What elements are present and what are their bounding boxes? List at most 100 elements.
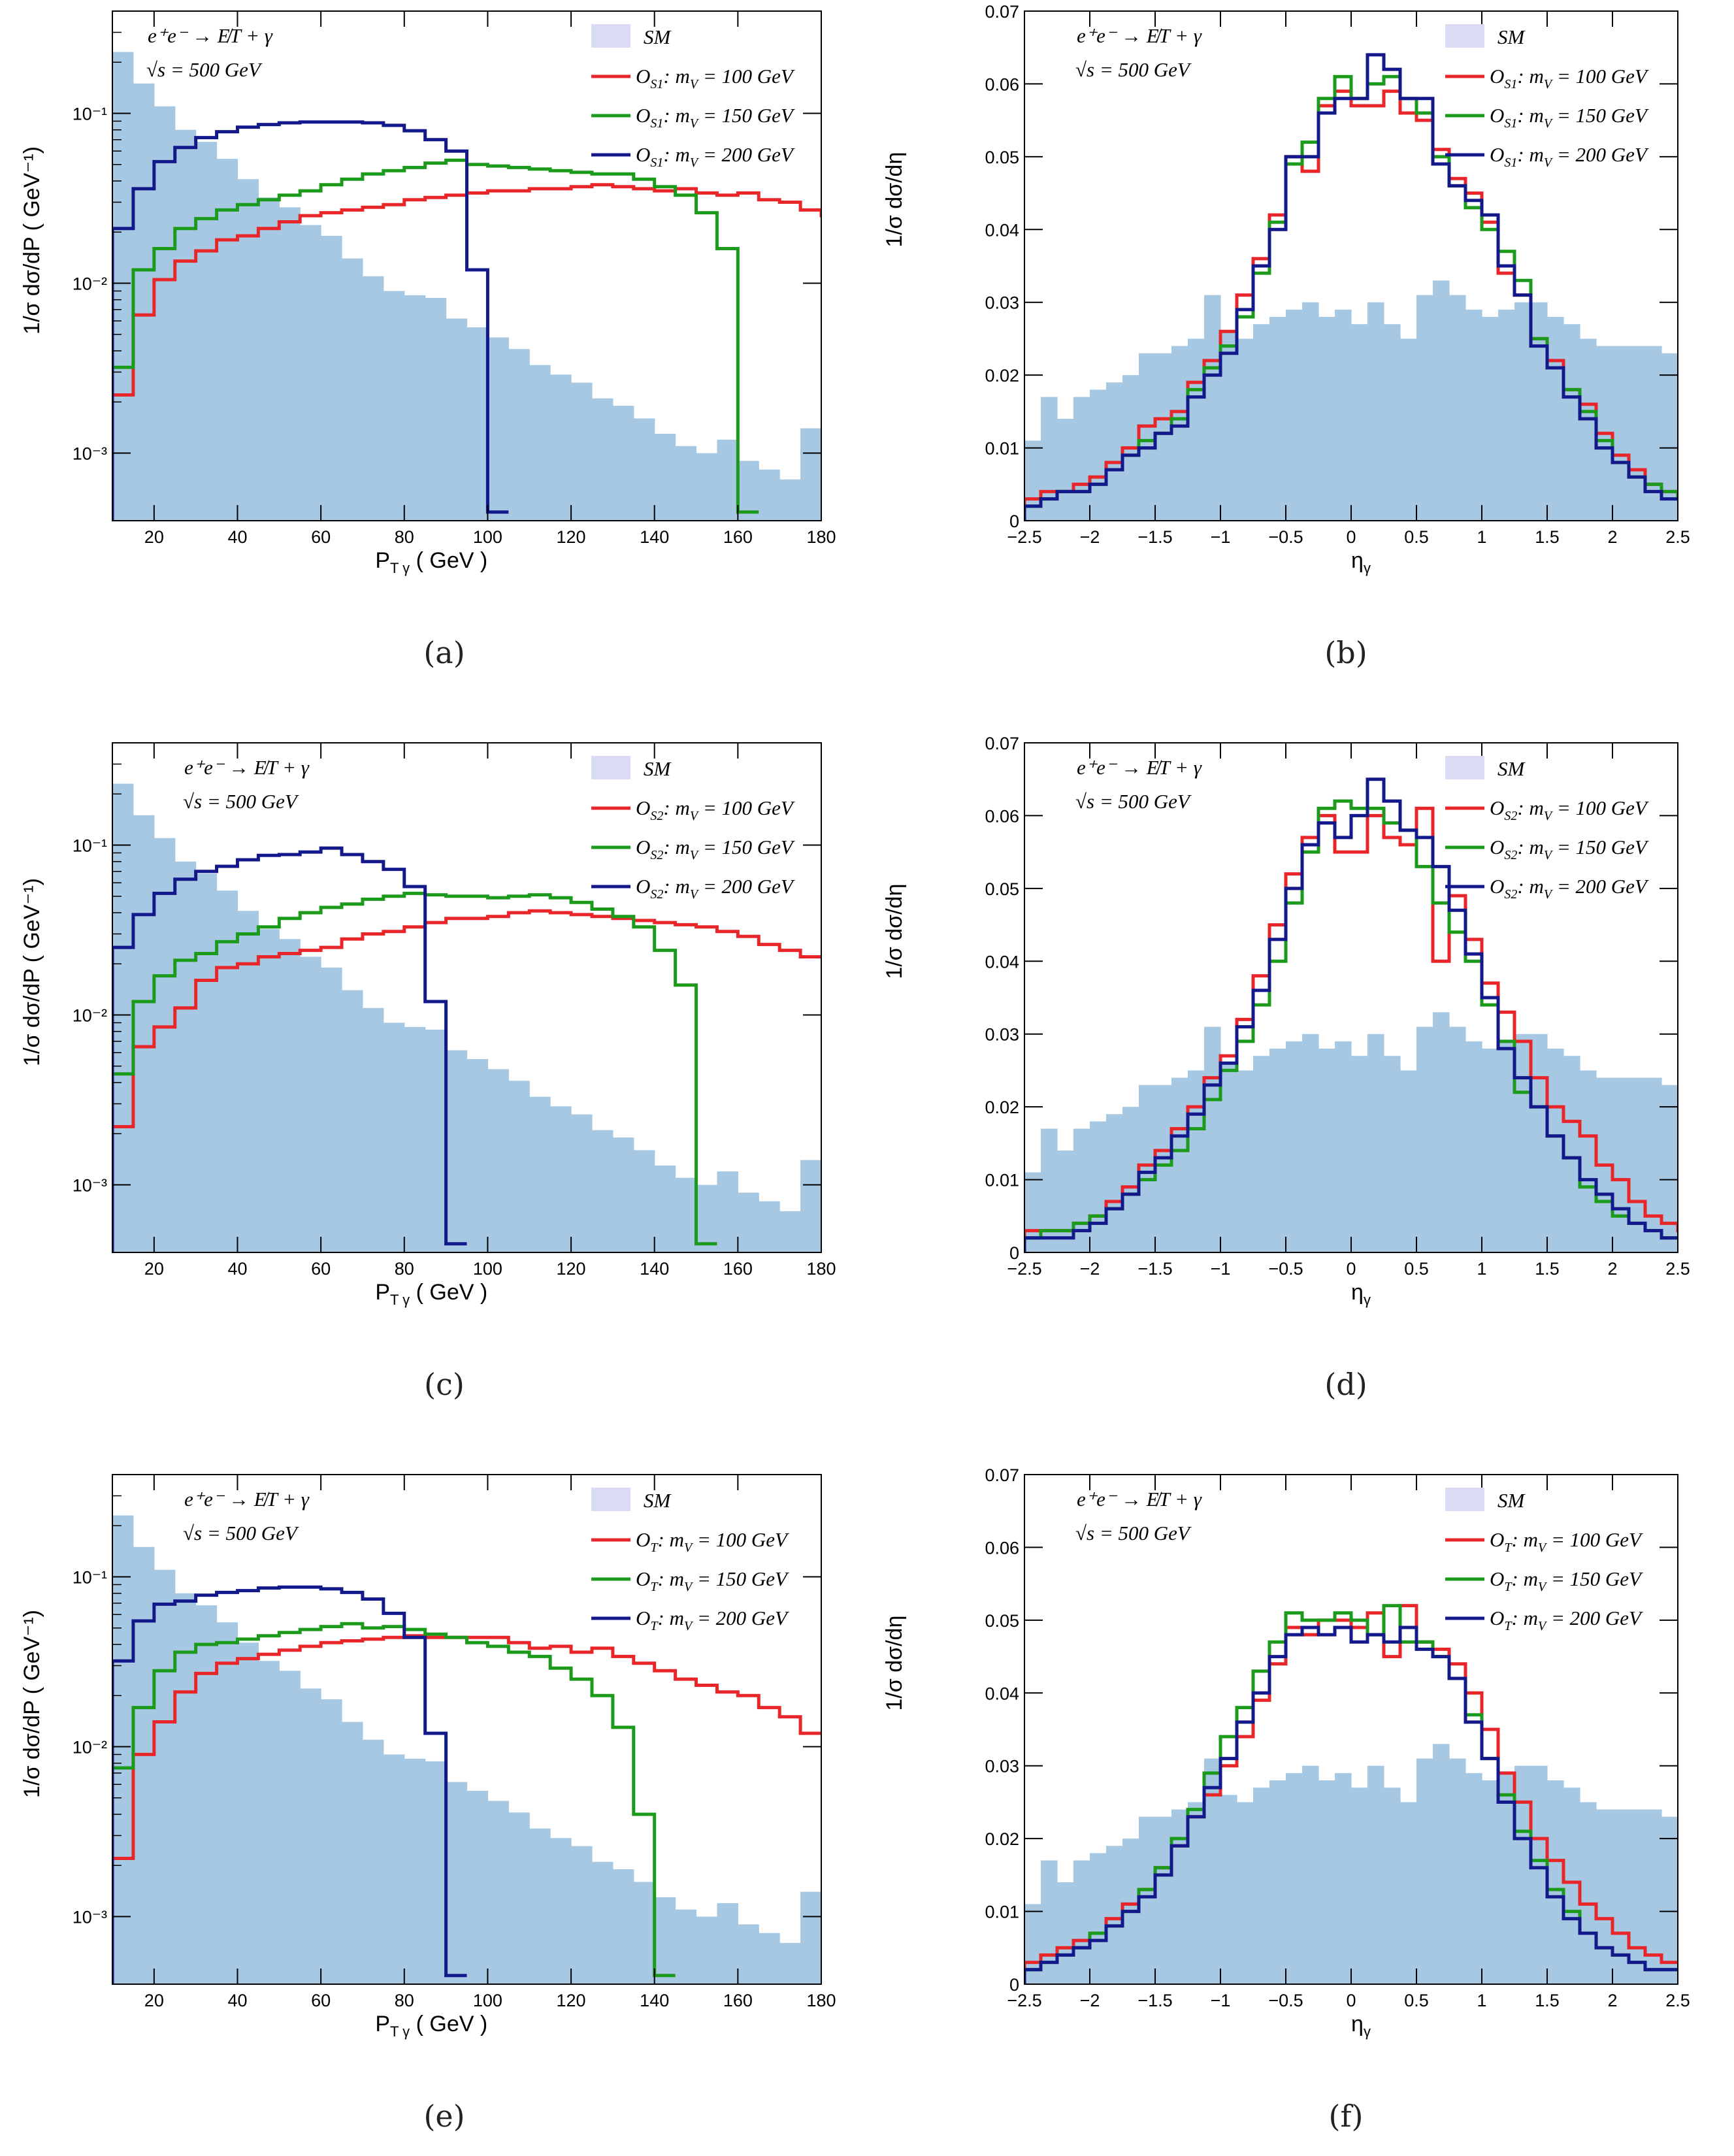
sm-bar [1710,389,1712,521]
sm-bar [1286,309,1303,521]
sm-bar [1482,1780,1499,1984]
sm-bar [1465,1041,1482,1252]
chart-svg-c: 20 40 60 80 100 120 140 160 180 10⁻³ 10⁻² 10⁻¹ PT γ … [20,742,836,1308]
y-tick-label: 10⁻³ [73,1176,107,1196]
sm-bar [487,337,509,521]
sm-bar [300,225,321,521]
energy-label: √s = 500 GeV [183,1522,299,1544]
sm-bar [195,1605,218,1984]
sm-bar [1514,1765,1531,1984]
sm-bar [300,1688,321,1984]
legend-label-green: OS2: mV = 150 GeV [636,836,795,862]
sm-bar [1661,353,1678,521]
sm-bar [1090,1121,1107,1252]
series-line-blue [112,1585,467,1984]
sm-bar [258,1661,280,1984]
y-tick-label: 0.03 [985,1757,1019,1776]
y-tick-label: 10⁻¹ [73,1568,107,1588]
sm-bar [1433,1744,1450,1984]
sm-bar [612,1869,634,1984]
x-tick-label: 100 [473,1991,502,2010]
sm-bar [529,1096,551,1252]
x-tick-label: 0.5 [1404,1259,1429,1279]
sm-bar [654,1165,676,1252]
x-tick-label: −1.5 [1137,1991,1172,2010]
sm-bar [1400,338,1417,521]
y-tick-label: 0.06 [985,1538,1019,1558]
sm-bar [1629,346,1646,521]
x-tick-label: 2.5 [1665,527,1690,547]
sm-bar [1482,1049,1499,1252]
x-tick-label: 0 [1346,1991,1356,2010]
series-line-red [112,909,821,1252]
sm-bar [112,1515,134,1984]
x-tick-label: 80 [395,1991,414,2010]
sm-bar [383,1754,405,1984]
sm-bar [1253,324,1270,521]
sm-bar [1269,1049,1286,1252]
x-tick-label: 160 [723,1991,753,2010]
x-tick-label: 2 [1607,527,1617,547]
x-tick-label: −2 [1080,527,1100,547]
sm-bar [1024,1904,1041,1984]
sm-bar [633,418,655,521]
sm-bar [446,318,468,521]
y-axis-title: 1/σ dσ/dη [882,152,907,248]
sm-bar [1694,375,1711,521]
legend-label-blue: OS2: mV = 200 GeV [1490,875,1649,902]
x-tick-label: 40 [227,527,247,547]
sm-bar [1024,440,1041,521]
sm-bar [696,453,718,521]
sm-bar [1237,1070,1254,1252]
sm-bar [1269,1780,1286,1984]
sm-bar [1612,1809,1629,1984]
legend-label-blue: OS2: mV = 200 GeV [636,875,795,902]
sm-bar [1580,1802,1597,1984]
sm-bar [446,1050,468,1252]
chart-svg-f: −2.5 −2 −1.5 −1 −0.5 0 0.5 1 1.5 2 2.5 0 0.01 0.02 0.0… [882,1465,1711,2040]
y-tick-label: 0.06 [985,806,1019,826]
x-tick-label: 0.5 [1404,527,1429,547]
sm-bar [1106,1846,1123,1984]
sm-bar [1465,1772,1482,1984]
x-axis-title: PT γ ( GeV ) [375,1280,487,1308]
sm-bar [633,1882,655,1984]
energy-label: √s = 500 GeV [1075,1522,1192,1544]
sm-bar [487,1801,509,1984]
x-tick-label: 2 [1607,1259,1617,1279]
sm-bar [154,106,176,521]
x-tick-label: 160 [723,527,753,547]
sm-bar [571,382,593,521]
sm-bar [216,1622,238,1984]
y-tick-label: 10⁻¹ [73,105,107,124]
sm-bar [759,1201,780,1252]
legend-sm-swatch [1445,1488,1484,1511]
sm-bar [1073,1860,1090,1984]
legend-label-green: OS2: mV = 150 GeV [1490,836,1649,862]
y-tick-label: 0.05 [985,1611,1019,1631]
sm-bar [216,159,238,521]
y-tick-label: 0.05 [985,148,1019,167]
legend-sm-label: SM [644,757,672,780]
x-tick-label: 180 [806,1991,836,2010]
sm-bar [1531,302,1548,521]
sm-bar [1580,1070,1597,1252]
y-tick-label: 10⁻² [73,1738,107,1757]
sm-bar [466,1791,489,1984]
sm-bar [800,1160,821,1252]
x-tick-label: 1.5 [1535,1259,1560,1279]
sm-bar [654,1897,676,1984]
sm-bar [1090,1853,1107,1984]
sm-bar [1155,1816,1172,1984]
sm-bar [1073,1128,1090,1252]
sm-bar [1416,1758,1433,1984]
sm-bar [1694,1838,1711,1984]
panel-caption: (a) [423,635,465,670]
sm-bar [675,446,697,521]
sm-bar [1661,1085,1678,1252]
sm-bar [1237,338,1254,521]
sm-bar [1612,346,1629,521]
sm-bar [1645,1077,1662,1252]
sm-bar [1547,1780,1564,1984]
sm-bar [1188,338,1205,521]
